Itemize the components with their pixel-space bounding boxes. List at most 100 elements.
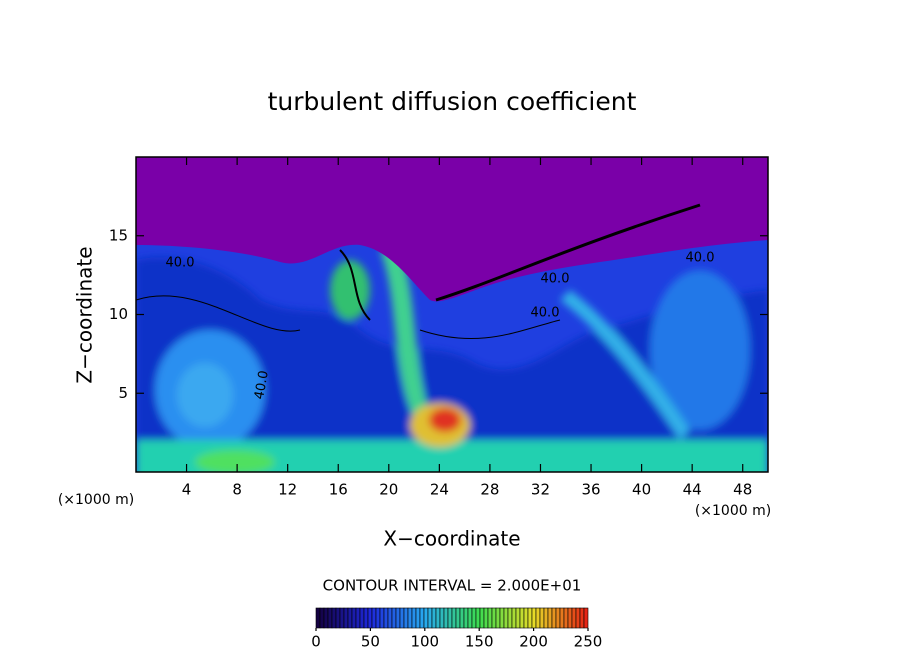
colorbar-cell	[411, 607, 417, 629]
colorbar-cell	[471, 607, 477, 629]
colorbar-cell	[583, 607, 589, 629]
colorbar-cell	[347, 607, 353, 629]
contour-label: 40.0	[166, 256, 195, 271]
colorbar-cell	[351, 607, 357, 629]
colorbar-tick-label: 0	[311, 633, 321, 651]
colorbar-tick-label: 250	[574, 633, 603, 651]
colorbar-tick-label: 150	[465, 633, 494, 651]
x-tick-label: 16	[329, 481, 348, 499]
colorbar-cell	[511, 607, 517, 629]
colorbar-cell	[459, 607, 465, 629]
colorbar-cell	[567, 607, 573, 629]
colorbar-cell	[323, 607, 329, 629]
colorbar-cell	[379, 607, 385, 629]
colorbar-cell	[419, 607, 425, 629]
y-tick-label: 10	[109, 305, 128, 323]
x-tick-label: 36	[581, 481, 600, 499]
colorbar-cell	[535, 607, 541, 629]
x-tick-label: 44	[683, 481, 702, 499]
colorbar-cell	[315, 607, 321, 629]
colorbar-cell	[531, 607, 537, 629]
colorbar-cell	[363, 607, 369, 629]
colorbar-cell	[503, 607, 509, 629]
colorbar-cell	[383, 607, 389, 629]
x-tick-label: 40	[632, 481, 651, 499]
colorbar-cell	[555, 607, 561, 629]
colorbar-cell	[563, 607, 569, 629]
x-axis-label: X−coordinate	[383, 527, 520, 551]
colorbar-cell	[427, 607, 433, 629]
colorbar-cell	[547, 607, 553, 629]
colorbar-cell	[435, 607, 441, 629]
colorbar-cell	[339, 607, 345, 629]
colorbar-cell	[499, 607, 505, 629]
colorbar-tick-label: 200	[519, 633, 548, 651]
colorbar-cell	[367, 607, 373, 629]
y-tick-label: 15	[109, 226, 128, 244]
field	[136, 157, 768, 472]
chart-title: turbulent diffusion coefficient	[268, 87, 637, 116]
colorbar-cell	[327, 607, 333, 629]
colorbar-cell	[515, 607, 521, 629]
colorbar-cell	[475, 607, 481, 629]
colorbar-cell	[355, 607, 361, 629]
colorbar-cell	[527, 607, 533, 629]
colorbar-cell	[431, 607, 437, 629]
colorbar-cell	[443, 607, 449, 629]
colorbar-cell	[423, 607, 429, 629]
colorbar-cell	[479, 607, 485, 629]
colorbar-cell	[483, 607, 489, 629]
colorbar-cell	[495, 607, 501, 629]
colorbar-cell	[451, 607, 457, 629]
y-axis-label: Z−coordinate	[73, 246, 97, 383]
x-tick-label: 20	[379, 481, 398, 499]
colorbar-cell	[387, 607, 393, 629]
colorbar-cell	[447, 607, 453, 629]
x-tick-label: 12	[278, 481, 297, 499]
colorbar-tick-label: 100	[410, 633, 439, 651]
x-tick-label: 4	[182, 481, 192, 499]
colorbar-cell	[415, 607, 421, 629]
colorbar-cell	[559, 607, 565, 629]
colorbar-cell	[407, 607, 413, 629]
colorbar-cell	[571, 607, 577, 629]
y-unit: (×1000 m)	[58, 492, 134, 508]
x-tick-label: 24	[430, 481, 449, 499]
colorbar-cell	[507, 607, 513, 629]
x-tick-label: 8	[232, 481, 242, 499]
x-unit: (×1000 m)	[695, 503, 771, 519]
contour-label: 40.0	[252, 369, 272, 400]
colorbar-cell	[399, 607, 405, 629]
colorbar-cell	[319, 607, 325, 629]
colorbar-cell	[467, 607, 473, 629]
colorbar-cell	[439, 607, 445, 629]
colorbar-cell	[543, 607, 549, 629]
colorbar-cell	[375, 607, 381, 629]
colorbar-cell	[343, 607, 349, 629]
x-tick-label: 32	[531, 481, 550, 499]
colorbar-cell	[335, 607, 341, 629]
colorbar-cell	[371, 607, 377, 629]
contour-interval: CONTOUR INTERVAL = 2.000E+01	[323, 577, 582, 595]
colorbar-cell	[579, 607, 585, 629]
x-tick-label: 28	[480, 481, 499, 499]
colorbar-cell	[331, 607, 337, 629]
colorbar-cell	[487, 607, 493, 629]
colorbar-cell	[403, 607, 409, 629]
contour-label: 40.0	[541, 272, 570, 287]
contour-label: 40.0	[686, 251, 715, 266]
colorbar-cell	[395, 607, 401, 629]
colorbar-cell	[551, 607, 557, 629]
colorbar-cell	[491, 607, 497, 629]
colorbar-cell	[539, 607, 545, 629]
colorbar-tick-label: 50	[361, 633, 380, 651]
colorbar-cell	[463, 607, 469, 629]
x-tick-label: 48	[733, 481, 752, 499]
colorbar-cell	[519, 607, 525, 629]
colorbar-cell	[359, 607, 365, 629]
y-tick-label: 5	[118, 384, 128, 402]
colorbar-cell	[575, 607, 581, 629]
colorbar-cell	[455, 607, 461, 629]
colorbar-cell	[523, 607, 529, 629]
